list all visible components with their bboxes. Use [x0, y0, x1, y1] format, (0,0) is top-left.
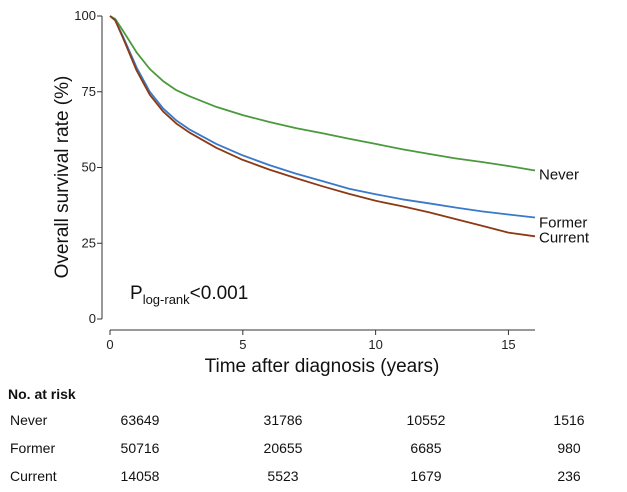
axes: 0 25 50 75 100 0 5 10 15 — [74, 8, 535, 352]
x-tick-label: 5 — [239, 337, 246, 352]
risk-row-name: Current — [10, 468, 57, 484]
risk-value: 1679 — [410, 468, 442, 484]
risk-row-name: Former — [10, 440, 56, 456]
series-label-former: Former — [539, 214, 587, 231]
x-tick-label: 0 — [106, 337, 113, 352]
y-tick-label: 25 — [82, 235, 96, 250]
risk-table: No. at risk Never 63649 31786 10552 1516… — [8, 382, 627, 490]
risk-value: 31786 — [263, 412, 303, 428]
x-tick-label: 15 — [501, 337, 515, 352]
y-axis-title: Overall survival rate (%) — [52, 76, 73, 279]
risk-value: 236 — [557, 468, 581, 484]
x-axis-title: Time after diagnosis (years) — [205, 356, 440, 377]
risk-value: 1516 — [553, 412, 585, 428]
risk-value: 10552 — [406, 412, 446, 428]
series-line-never — [109, 15, 536, 172]
risk-value: 5523 — [267, 468, 299, 484]
p-value-rest: <0.001 — [190, 283, 249, 304]
x-tick-label: 10 — [368, 337, 382, 352]
risk-value: 50716 — [120, 440, 160, 456]
risk-row-name: Never — [10, 412, 48, 428]
series-line-current — [109, 15, 536, 238]
y-tick-label: 50 — [82, 160, 96, 175]
series-label-never: Never — [539, 167, 579, 184]
p-value-main: P — [130, 283, 143, 304]
risk-value: 63649 — [120, 412, 160, 428]
risk-value: 20655 — [263, 440, 303, 456]
p-value-annotation: Plog-rank<0.001 — [130, 283, 248, 307]
risk-row-never: Never 63649 31786 10552 1516 — [8, 406, 627, 434]
series-line-former — [109, 15, 536, 219]
survival-curves — [109, 15, 536, 238]
y-tick-label: 75 — [82, 84, 96, 99]
risk-value: 14058 — [120, 468, 160, 484]
p-value-subscript: log-rank — [143, 292, 190, 307]
risk-row-former: Former 50716 20655 6685 980 — [8, 434, 627, 462]
series-label-current: Current — [539, 229, 590, 246]
risk-table-title: No. at risk — [8, 386, 76, 402]
y-tick-label: 100 — [74, 8, 96, 23]
y-tick-label: 0 — [89, 311, 96, 326]
risk-value: 980 — [557, 440, 581, 456]
risk-value: 6685 — [410, 440, 442, 456]
risk-row-current: Current 14058 5523 1679 236 — [8, 462, 627, 490]
